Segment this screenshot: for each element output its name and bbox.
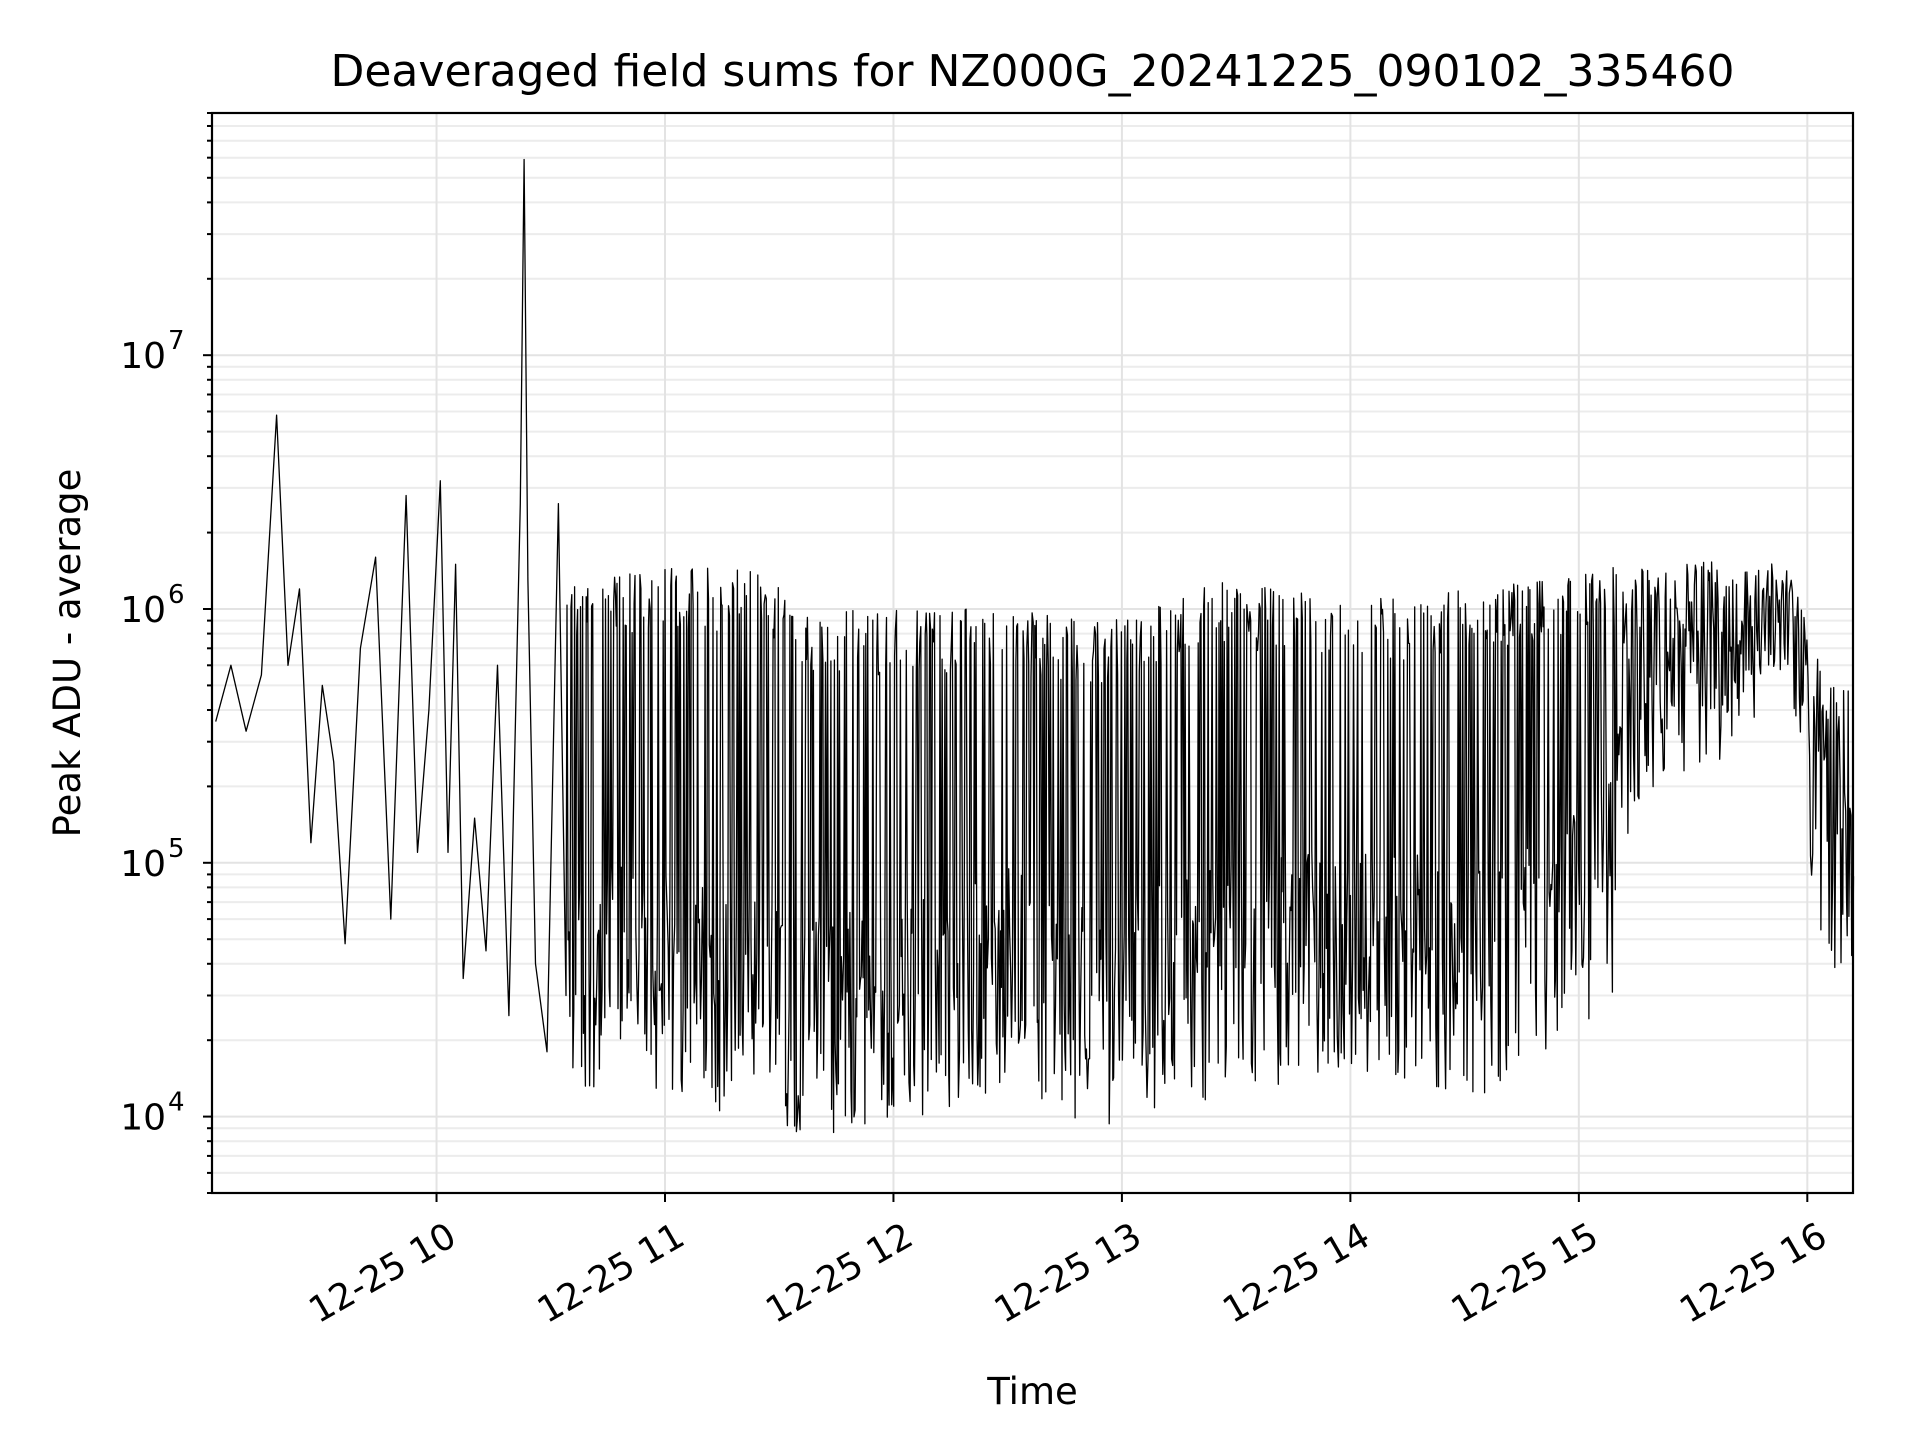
y-tick-label: 10 — [120, 1098, 166, 1139]
y-tick-label-exponent: 4 — [168, 1088, 185, 1118]
chart-title: Deaveraged field sums for NZ000G_2024122… — [330, 46, 1734, 97]
series-layer — [215, 158, 1855, 1134]
y-axis-label: Peak ADU - average — [46, 469, 89, 838]
x-axis-label: Time — [986, 1370, 1078, 1413]
y-tick-label-exponent: 7 — [168, 326, 185, 356]
y-tick-label: 10 — [120, 844, 166, 885]
y-tick-label-exponent: 5 — [168, 834, 185, 864]
y-tick-label: 10 — [120, 336, 166, 377]
y-tick-label-exponent: 6 — [168, 580, 185, 610]
y-tick-label: 10 — [120, 590, 166, 631]
plot-frame — [210, 111, 1855, 1195]
series-line — [215, 158, 1855, 1134]
